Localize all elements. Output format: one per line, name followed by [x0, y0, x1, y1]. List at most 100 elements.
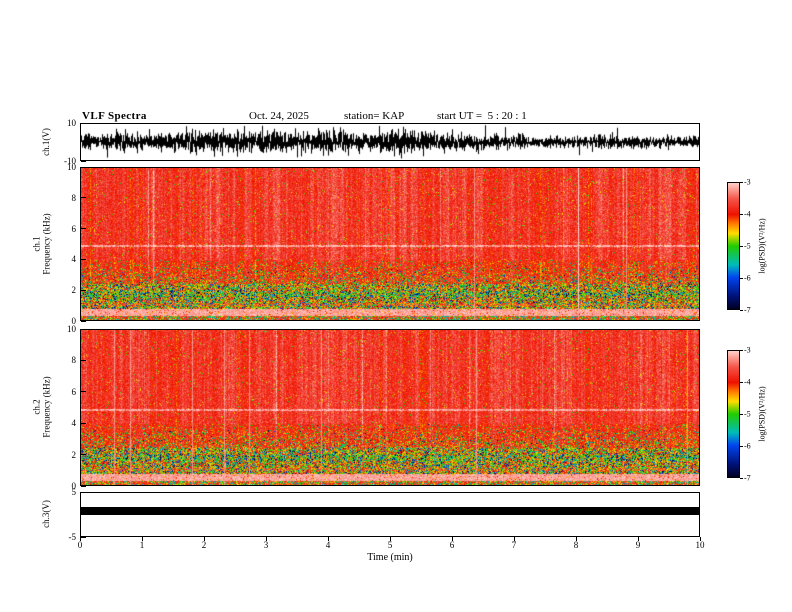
x-tick-mark: [451, 537, 453, 541]
colorbar-tick-mark: [740, 245, 743, 247]
ch2f-ytick-mark: [81, 422, 86, 424]
colorbar-tick-label: -5: [744, 241, 751, 251]
ch3-voltage-panel: [80, 492, 700, 537]
ch3v-ytick-mark: [81, 536, 86, 538]
ch1v-ytick-mark: [81, 122, 86, 124]
x-tick-mark: [699, 537, 701, 541]
colorbar-tick-label: -6: [744, 441, 751, 451]
ch1-spectrogram-panel: [80, 167, 700, 321]
x-tick-mark: [637, 537, 639, 541]
ch1f-ytick-mark: [81, 197, 86, 199]
ch1f-axis-label-frequency: Frequency (kHz): [42, 213, 52, 275]
ch2f-ytick-mark: [81, 391, 86, 393]
ch2-spectrogram-panel: [80, 329, 700, 486]
ch1f-ytick-mark: [81, 166, 86, 168]
ch1f-ytick-label: 0: [71, 316, 77, 326]
ch1-colorbar: [727, 182, 740, 310]
ch1f-ytick-mark: [81, 228, 86, 230]
colorbar-tick-label: -4: [744, 209, 751, 219]
ch1v-axis-label: ch.1(V): [40, 128, 51, 156]
colorbar-tick-mark: [740, 445, 743, 447]
colorbar-tick-label: -6: [744, 273, 751, 283]
x-tick-label: 6: [449, 540, 455, 550]
colorbar-tick-label: -5: [744, 409, 751, 419]
x-tick-label: 4: [325, 540, 331, 550]
colorbar-tick-label: -7: [744, 473, 751, 483]
plot-title: VLF Spectra: [82, 110, 147, 122]
ch3-saturated-band: [81, 506, 699, 516]
ch2f-axis-label: ch.2 Frequency (kHz): [32, 376, 53, 437]
x-tick-mark: [141, 537, 143, 541]
colorbar-tick-mark: [740, 477, 743, 479]
ch1f-ytick-label: 6: [71, 223, 77, 234]
ch1v-ytick-mark: [81, 160, 86, 162]
ch1f-ytick-mark: [81, 289, 86, 291]
ch2f-ytick-mark: [81, 454, 86, 456]
ch1-waveform-canvas: [81, 124, 699, 160]
x-tick-label: 3: [263, 540, 269, 550]
x-tick-label: 1: [139, 540, 145, 550]
x-tick-label: 8: [573, 540, 579, 550]
ch1f-axis-label: ch.1 Frequency (kHz): [32, 213, 53, 274]
colorbar-tick-mark: [740, 349, 743, 351]
ch2f-axis-label-frequency: Frequency (kHz): [42, 376, 52, 438]
plot-start-ut: start UT = 5 : 20 : 1: [437, 110, 527, 122]
ch2-colorbar-label: log(PSD)(V²/Hz): [757, 386, 767, 442]
colorbar-tick-mark: [740, 181, 743, 183]
x-tick-label: 2: [201, 540, 207, 550]
colorbar-tick-mark: [740, 309, 743, 311]
ch1f-ytick-label: 2: [71, 285, 77, 296]
ch2f-ytick-mark: [81, 485, 86, 487]
ch2f-ytick-label: 8: [71, 355, 77, 366]
ch2f-ytick-label: 4: [71, 418, 77, 429]
ch1v-ytick-label: 10: [67, 118, 76, 128]
plot-date: Oct. 24, 2025: [249, 110, 309, 122]
x-tick-mark: [79, 537, 81, 541]
ch2-colorbar: [727, 350, 740, 478]
ch3v-ytick-mark: [81, 491, 86, 493]
ch1v-ytick-label: -10: [64, 156, 76, 166]
ch2f-ytick-mark: [81, 328, 86, 330]
colorbar-tick-label: -7: [744, 305, 751, 315]
ch3v-ytick-label: 5: [71, 487, 77, 497]
ch2f-ytick-label: 2: [71, 449, 77, 460]
x-tick-mark: [327, 537, 329, 541]
plot-station: station= KAP: [344, 110, 405, 122]
x-tick-label: 5: [387, 540, 393, 550]
ch1f-ytick-label: 4: [71, 254, 77, 265]
ch1f-ytick-mark: [81, 258, 86, 260]
ch1-voltage-panel: [80, 123, 700, 161]
x-tick-label: 7: [511, 540, 517, 550]
colorbar-tick-label: -3: [744, 177, 751, 187]
colorbar-tick-mark: [740, 381, 743, 383]
ch2f-axis-label-channel: ch.2: [31, 399, 42, 415]
ch2f-ytick-label: 0: [71, 481, 77, 491]
ch3v-ytick-label: -5: [68, 532, 77, 542]
ch1-spectrogram-canvas: [81, 168, 699, 320]
x-tick-mark: [203, 537, 205, 541]
ch2f-ytick-mark: [81, 359, 86, 361]
ch2-spectrogram-canvas: [81, 330, 699, 485]
x-tick-mark: [513, 537, 515, 541]
colorbar-tick-label: -3: [744, 345, 751, 355]
x-tick-label: 0: [77, 540, 83, 550]
colorbar-tick-mark: [740, 213, 743, 215]
x-tick-mark: [265, 537, 267, 541]
ch2f-ytick-label: 10: [67, 324, 76, 334]
ch1f-ytick-label: 10: [67, 162, 76, 172]
x-tick-label: 9: [635, 540, 641, 550]
colorbar-tick-mark: [740, 413, 743, 415]
ch1f-axis-label-channel: ch.1: [31, 236, 42, 252]
colorbar-tick-mark: [740, 277, 743, 279]
ch3v-axis-label: ch.3(V): [40, 500, 51, 528]
x-tick-label: 10: [695, 540, 705, 550]
colorbar-tick-label: -4: [744, 377, 751, 387]
x-tick-mark: [575, 537, 577, 541]
ch1f-ytick-mark: [81, 320, 86, 322]
time-axis-label: Time (min): [367, 552, 413, 563]
ch1-colorbar-label: log(PSD)(V²/Hz): [757, 218, 767, 274]
ch2f-ytick-label: 6: [71, 386, 77, 397]
x-tick-mark: [389, 537, 391, 541]
ch1f-ytick-label: 8: [71, 192, 77, 203]
